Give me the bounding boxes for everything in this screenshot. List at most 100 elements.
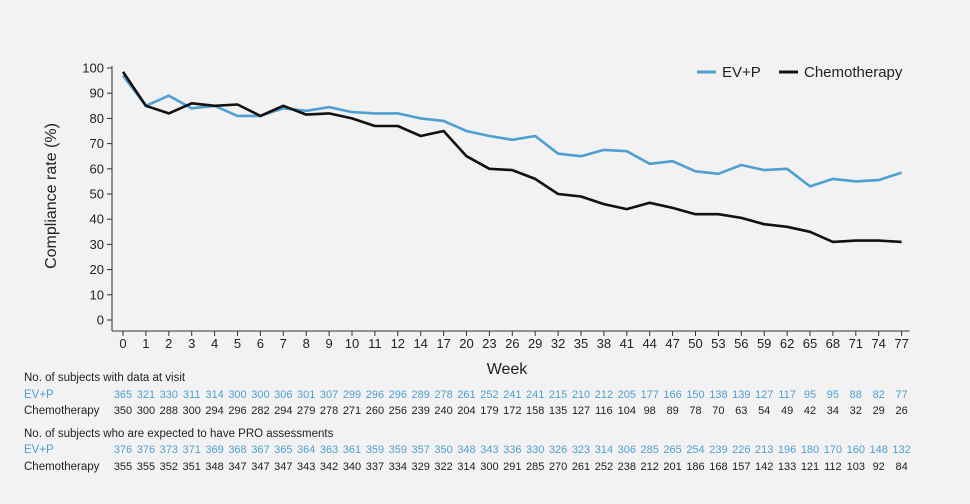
series-line-chemotherapy [121,71,902,244]
row-expected-chemo: 355 355 352 351 348 347 347 347 343 342 340 337 334 3… [114,461,908,473]
table-cell-expected-ev: 330 [526,444,544,456]
x-tick-label: 74 [871,336,885,351]
table-cell-visit-ev: 306 [274,389,292,401]
table-cell-expected-ev: 359 [389,444,407,456]
x-tick-label: 14 [413,336,427,351]
x-tick-label: 71 [849,336,863,351]
y-tick-label: 50 [90,187,104,202]
table-cell-visit-ev: 150 [686,389,704,401]
table-cell-visit-chemo: 116 [595,405,613,417]
table-cell-visit-ev: 307 [320,389,338,401]
table-cell-expected-chemo: 112 [824,461,842,473]
x-tick-label: 11 [368,336,382,351]
table-cell-expected-ev: 239 [709,444,727,456]
table-cell-expected-chemo: 334 [389,461,407,473]
table-cell-visit-chemo: 260 [366,405,384,417]
table-cell-expected-chemo: 291 [503,461,521,473]
table-cell-expected-chemo: 103 [847,461,865,473]
table-cell-expected-ev: 343 [480,444,498,456]
table-cell-visit-ev: 314 [205,389,223,401]
table-cell-visit-ev: 95 [804,389,816,401]
table-header-expected: No. of subjects who are expected to have… [24,428,334,440]
table-cell-visit-ev: 261 [457,389,475,401]
table-cell-expected-chemo: 337 [366,461,384,473]
table-cell-expected-chemo: 300 [480,461,498,473]
table-cell-expected-ev: 357 [412,444,430,456]
y-tick-label: 40 [90,212,104,227]
table-cell-expected-ev: 361 [343,444,361,456]
legend-label-ev: EV+P [722,64,761,81]
table-cell-expected-ev: 314 [595,444,613,456]
table-cell-expected-ev: 348 [457,444,475,456]
y-ticks: 0 10 20 30 40 50 60 70 80 90 100 [82,61,112,328]
x-tick-label: 2 [165,336,172,351]
table-cell-expected-ev: 160 [847,444,865,456]
table-cell-visit-ev: 215 [549,389,567,401]
x-tick-label: 44 [642,336,656,351]
table-cell-expected-ev: 196 [778,444,796,456]
x-tick-label: 65 [803,336,817,351]
table-label-chemo-expected: Chemotherapy [24,461,100,473]
table-cell-expected-ev: 369 [205,444,223,456]
x-tick-label: 9 [325,336,332,351]
x-tick-label: 29 [528,336,542,351]
table-cell-expected-chemo: 343 [297,461,315,473]
table-cell-expected-ev: 364 [297,444,315,456]
x-tick-label: 0 [119,336,126,351]
series-line-ev-p [121,74,903,188]
table-cell-visit-ev: 241 [503,389,521,401]
x-tick-label: 10 [345,336,359,351]
y-tick-label: 20 [90,262,104,277]
x-ticks: 0 1 2 3 4 5 6 7 8 9 10 11 12 14 17 20 23 26 29 32 35 38 41 44 47… [119,331,909,351]
x-tick-label: 35 [574,336,588,351]
table-cell-expected-chemo: 340 [343,461,361,473]
table-cell-visit-ev: 241 [526,389,544,401]
table-cell-expected-ev: 336 [503,444,521,456]
table-cell-expected-chemo: 168 [709,461,727,473]
x-tick-label: 12 [391,336,405,351]
table-cell-expected-chemo: 355 [137,461,155,473]
subjects-table: No. of subjects with data at visit EV+P … [24,372,911,473]
table-cell-visit-ev: 127 [755,389,773,401]
table-cell-expected-chemo: 329 [412,461,430,473]
table-cell-expected-ev: 213 [755,444,773,456]
table-cell-visit-chemo: 78 [689,405,701,417]
table-cell-visit-chemo: 294 [274,405,292,417]
table-cell-visit-chemo: 127 [572,405,590,417]
table-cell-visit-ev: 138 [709,389,727,401]
table-cell-visit-ev: 299 [343,389,361,401]
table-cell-visit-ev: 321 [137,389,155,401]
table-cell-expected-chemo: 270 [549,461,567,473]
x-tick-label: 38 [597,336,611,351]
x-tick-label: 4 [211,336,218,351]
table-cell-expected-ev: 265 [663,444,681,456]
table-cell-visit-chemo: 158 [526,405,544,417]
table-cell-visit-chemo: 29 [873,405,885,417]
table-label-ev-expected: EV+P [24,444,54,456]
x-tick-label: 20 [459,336,473,351]
y-tick-label: 30 [90,237,104,252]
table-cell-visit-chemo: 32 [850,405,862,417]
y-tick-label: 10 [90,287,104,302]
legend: EV+P Chemotherapy [697,64,903,81]
table-cell-expected-chemo: 133 [778,461,796,473]
table-cell-expected-ev: 359 [366,444,384,456]
table-cell-visit-ev: 296 [389,389,407,401]
table-cell-expected-ev: 132 [892,444,910,456]
x-tick-label: 59 [757,336,771,351]
table-cell-visit-ev: 117 [778,389,796,401]
row-visit-ev: 365 321 330 311 314 300 300 306 301 307 299 296 296 2… [114,389,908,401]
y-tick-label: 80 [90,111,104,126]
x-tick-label: 68 [826,336,840,351]
x-tick-label: 1 [142,336,149,351]
table-cell-expected-chemo: 261 [572,461,590,473]
x-tick-label: 53 [711,336,725,351]
table-cell-expected-ev: 365 [274,444,292,456]
table-cell-expected-chemo: 351 [183,461,201,473]
table-cell-visit-chemo: 34 [827,405,839,417]
x-axis-title: Week [487,361,529,378]
table-cell-visit-ev: 166 [663,389,681,401]
x-tick-label: 26 [505,336,519,351]
table-cell-expected-ev: 350 [434,444,452,456]
